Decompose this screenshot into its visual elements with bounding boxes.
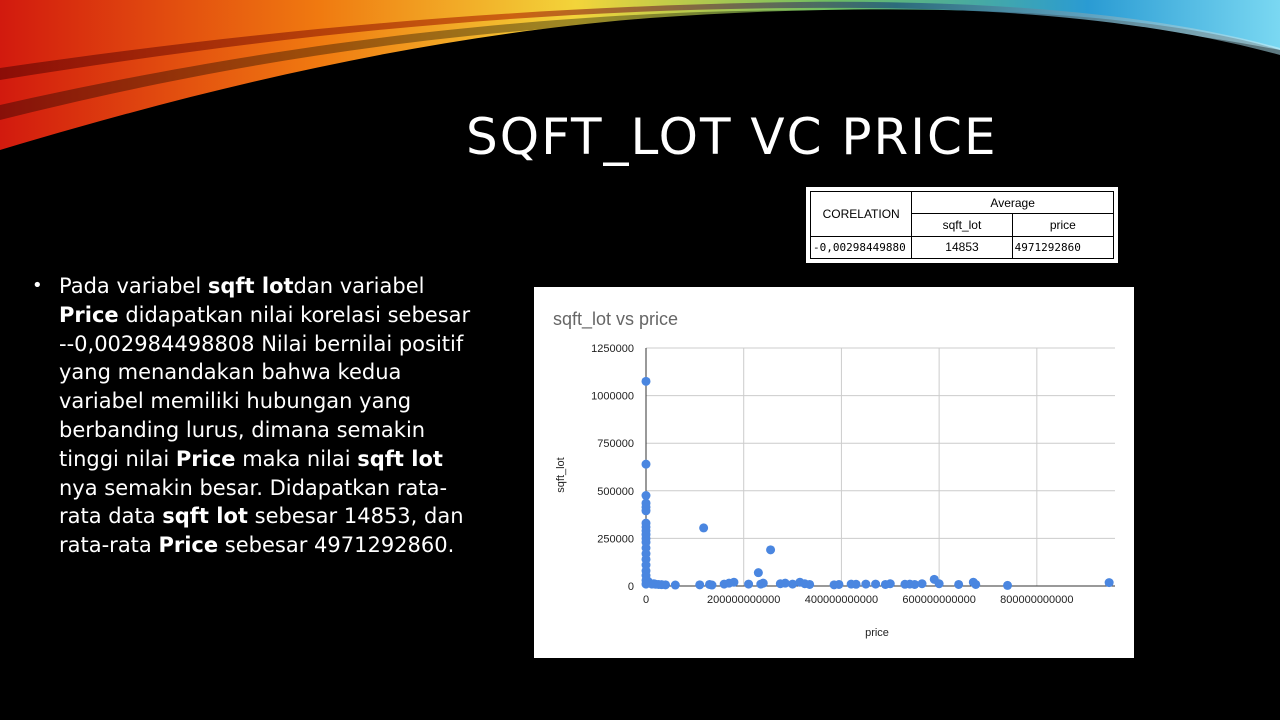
point-layer [641, 376, 1114, 590]
bullet-bold-5: sqft lot [162, 504, 248, 529]
correlation-table: CORELATION Average sqft_lot price -0,002… [809, 190, 1115, 260]
bullet-text-5: nya semakin besar. Didapatkan rata-rata … [59, 475, 448, 529]
scatter-point [729, 577, 739, 587]
scatter-point [971, 579, 981, 589]
scatter-chart-panel: sqft_lot vs price 0 250000 500000 750000 100… [534, 287, 1134, 658]
chart-title: sqft_lot vs price [553, 309, 678, 330]
scatter-point [661, 580, 671, 590]
scatter-point [766, 545, 776, 555]
avg-sqft-lot-cell: 14853 [911, 235, 1013, 260]
scatter-point [744, 579, 754, 589]
scatter-point [934, 579, 944, 589]
scatter-point [707, 580, 717, 590]
scatter-point [834, 579, 844, 589]
bullet-text-2: dan variabel [293, 274, 425, 298]
scatter-point [871, 579, 881, 589]
y-tick-label: 1000000 [591, 391, 634, 403]
y-axis-label: sqft_lot [555, 457, 567, 492]
scatter-point [753, 568, 763, 578]
x-tick-label: 400000000000 [805, 594, 878, 606]
bullet-bold-3: Price [175, 446, 236, 471]
scatter-point [670, 580, 680, 590]
scatter-point [1104, 578, 1114, 588]
x-axis-label: price [865, 627, 889, 639]
decorative-swoosh-banner [0, 0, 1280, 150]
bullet-marker: • [32, 275, 43, 296]
y-tick-label: 750000 [597, 438, 634, 450]
bullet-bold-6: Price [158, 533, 219, 558]
scatter-point [954, 579, 964, 589]
scatter-point [699, 523, 709, 533]
price-column-header: price [1011, 213, 1115, 237]
x-tick-label: 800000000000 [1000, 594, 1073, 606]
bullet-text: Pada variabel sqft lotdan variabel Price… [59, 272, 472, 560]
grid-layer [645, 347, 1115, 587]
sqft-lot-column-header: sqft_lot [911, 213, 1013, 237]
scatter-point [641, 459, 651, 469]
bullet-paragraph: • Pada variabel sqft lotdan variabel Pri… [32, 272, 472, 560]
corelation-header: CORELATION [809, 191, 913, 237]
x-tick-label: 0 [643, 594, 649, 606]
y-tick-label: 0 [628, 581, 634, 593]
scatter-point [851, 579, 861, 589]
scatter-point [780, 578, 790, 588]
scatter-point [910, 579, 920, 589]
scatter-point [1003, 580, 1013, 590]
bullet-text-7: sebesar 4971292860. [218, 533, 455, 558]
scatter-point [641, 506, 651, 516]
y-tick-label: 250000 [597, 533, 634, 545]
bullet-text-1: Pada variabel [59, 274, 208, 298]
bullet-bold-1: sqft lot [207, 274, 294, 298]
x-tick-label: 600000000000 [902, 594, 975, 606]
scatter-point [641, 491, 651, 501]
corelation-value-cell: -0,00298449880 [809, 235, 913, 260]
avg-price-cell: 4971292860 [1011, 235, 1115, 260]
scatter-point [695, 580, 705, 590]
scatter-point [788, 579, 798, 589]
bullet-text-4: maka nilai [235, 446, 358, 471]
correlation-table-panel: CORELATION Average sqft_lot price -0,002… [806, 187, 1118, 263]
y-tick-label: 1250000 [591, 343, 634, 355]
slide-title: SQFT_LOT VC PRICE [466, 108, 998, 166]
x-tick-label: 200000000000 [707, 594, 780, 606]
bullet-bold-4: sqft lot [357, 446, 443, 471]
scatter-point [805, 579, 815, 589]
y-tick-label: 500000 [597, 486, 634, 498]
bullet-bold-2: Price [59, 302, 119, 327]
scatter-point [885, 579, 895, 589]
bullet-text-3: didapatkan nilai korelasi sebesar --0,00… [59, 302, 471, 471]
scatter-point [641, 376, 651, 386]
scatter-point [861, 579, 871, 589]
scatter-point [758, 578, 768, 588]
bullet-text-6: sebesar 14853, dan rata-rata [59, 504, 464, 558]
average-header: Average [911, 190, 1114, 215]
scatter-chart: sqft_lot vs price 0 250000 500000 750000 100… [553, 309, 1115, 639]
tick-layer: 0 250000 500000 750000 1000000 1250000 0 200000… [591, 343, 1073, 606]
scatter-point [917, 579, 927, 589]
